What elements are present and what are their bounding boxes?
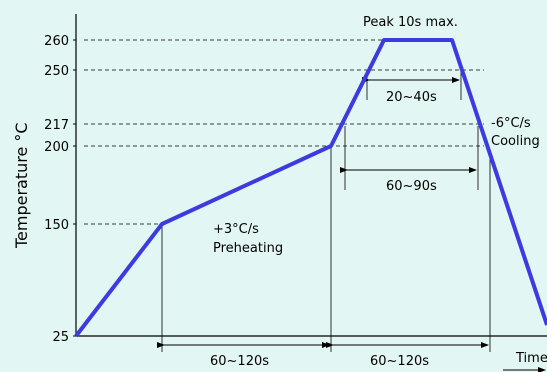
label-cooling-rate: -6°C/s: [491, 116, 531, 131]
label-cooling: Cooling: [491, 134, 540, 149]
peak-label: Peak 10s max.: [363, 15, 458, 30]
label-ramp-duration: 60~120s: [370, 354, 429, 369]
y-tick-label-150: 150: [44, 218, 69, 233]
label-preheat-duration: 60~120s: [210, 354, 269, 369]
y-tick-label-260: 260: [44, 34, 69, 49]
label-60-90: 60~90s: [386, 179, 437, 194]
profile-series-line: [74, 38, 547, 338]
y-tick-labels: 25 150 200 217 250 260: [44, 34, 76, 345]
label-preheat-rate: +3°C/s: [213, 222, 259, 237]
y-tick-label-217: 217: [44, 118, 69, 133]
y-tick-label-250: 250: [44, 64, 69, 79]
y-tick-label-200: 200: [44, 140, 69, 155]
label-20-40: 20~40s: [386, 90, 437, 105]
y-axis-title: Temperature °C: [12, 122, 31, 249]
label-preheating: Preheating: [213, 241, 283, 256]
x-axis-title: Time: [515, 351, 547, 366]
y-tick-label-25: 25: [52, 330, 69, 345]
